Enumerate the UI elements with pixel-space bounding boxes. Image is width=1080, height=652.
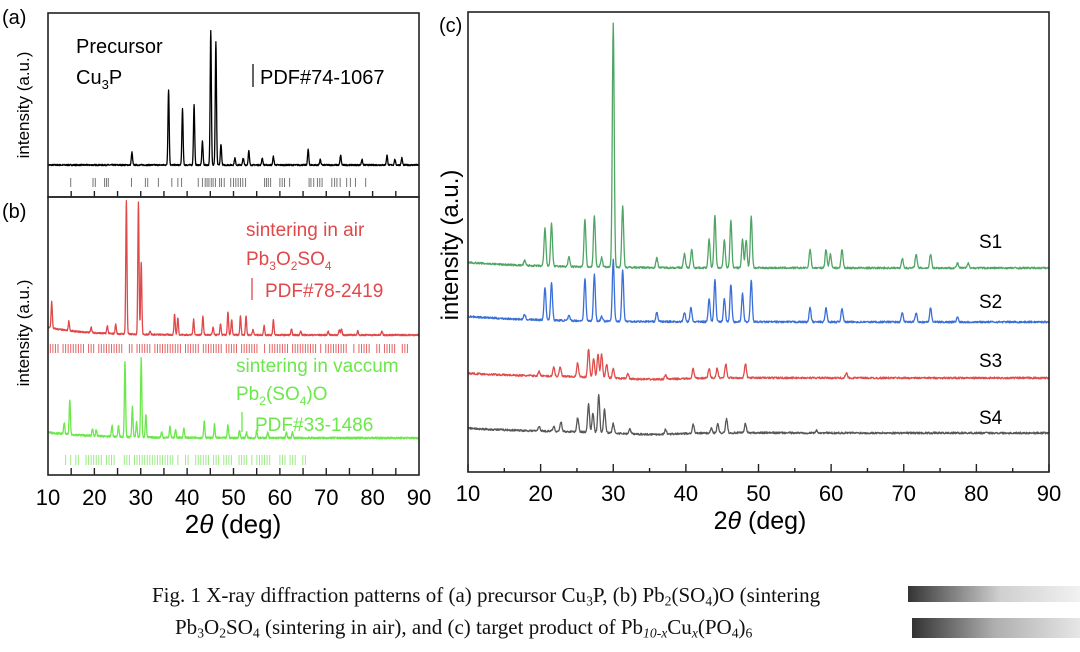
panel-c-x-tick-label: 20 — [528, 481, 552, 506]
panel-c-x-axis-label: 2θ (deg) — [714, 507, 807, 535]
caption-truncation-fade-2 — [912, 618, 1080, 638]
panel-b-x-tick-label: 70 — [314, 485, 338, 510]
panel-c-series-s1 — [467, 22, 1050, 270]
panel-b-plot-area — [48, 199, 419, 475]
panel-c-series-label-s1: S1 — [979, 232, 1002, 253]
panel-c-series-label-s3: S3 — [979, 351, 1002, 372]
panel-a-plot-area — [47, 30, 420, 197]
panel-c-series-s2 — [467, 258, 1050, 324]
panel-b-series-vacuum — [48, 357, 419, 440]
panel-b-vacuum-reference-label: PDF#33-1486 — [255, 415, 373, 436]
panel-c-x-tick-label: 80 — [964, 481, 988, 506]
panel-c-x-tick-label: 70 — [892, 481, 916, 506]
panel-c-series-label-s4: S4 — [979, 408, 1003, 429]
panel-b-frame — [47, 196, 420, 476]
xrd-figure: (a) intensity (a.u.) Precursor Cu3P PDF#… — [2, 7, 1061, 539]
panel-c-label: (c) — [439, 15, 462, 37]
panel-c-series-s4 — [467, 393, 1050, 436]
panel-b-x-tick-labels: 10 20 30 40 50 60 70 80 90 — [36, 485, 431, 510]
panel-c-x-tick-label: 60 — [819, 481, 843, 506]
panel-b-x-tick-label: 60 — [268, 485, 292, 510]
panel-c-series-labels: S1 S2 S3 S4 — [979, 232, 1003, 429]
panel-b-vacuum-formula: Pb2(SO4)O — [236, 384, 328, 408]
panel-c-x-tick-label: 90 — [1037, 481, 1061, 506]
caption-truncation-fade-1 — [908, 586, 1080, 602]
panel-b-y-axis-label: intensity (a.u.) — [14, 280, 33, 387]
panel-c-x-tick-label: 40 — [674, 481, 698, 506]
caption-line-1: Fig. 1 X-ray diffraction patterns of (a)… — [152, 583, 821, 609]
panel-b-x-tick-label: 40 — [175, 485, 199, 510]
panel-b: (b) intensity (a.u.) sintering in air Pb… — [2, 196, 431, 539]
panel-a-title-line2: Cu3P — [76, 67, 122, 92]
panel-b-air-title: sintering in air — [246, 220, 365, 241]
panel-b-x-tick-label: 80 — [360, 485, 384, 510]
panel-c-x-tick-label: 50 — [746, 481, 770, 506]
panel-c-series-label-s2: S2 — [979, 292, 1002, 313]
panel-b-air-formula: Pb3O2SO4 — [246, 249, 332, 273]
panel-c-plot-area — [467, 22, 1050, 472]
panel-a-label: (a) — [2, 7, 26, 29]
panel-b-series-air — [48, 199, 419, 337]
panel-c: (c) intensity (a.u.) S1 S2 S3 S4 10 20 30 40 50… — [437, 11, 1061, 535]
panel-b-label: (b) — [2, 201, 26, 223]
panel-c-series-s3 — [467, 348, 1050, 381]
panel-c-frame — [467, 11, 1050, 473]
panel-c-y-axis-label: intensity (a.u.) — [437, 170, 464, 321]
panel-b-x-tick-label: 20 — [82, 485, 106, 510]
panel-a-title-line1: Precursor — [76, 36, 163, 58]
panel-b-x-tick-label: 50 — [221, 485, 245, 510]
panel-b-vacuum-title: sintering in vaccum — [236, 356, 399, 377]
panel-b-series-group — [48, 199, 419, 440]
panel-b-air-reference-label: PDF#78-2419 — [265, 281, 383, 302]
caption-line-2: Pb3O2SO4 (sintering in air), and (c) tar… — [175, 615, 753, 641]
panel-b-x-tick-label: 90 — [407, 485, 431, 510]
panel-c-x-tick-label: 10 — [456, 481, 480, 506]
panel-b-x-tick-label: 30 — [129, 485, 153, 510]
panel-c-x-tick-label: 30 — [601, 481, 625, 506]
panel-b-x-axis-label: 2θ (deg) — [185, 509, 282, 539]
panel-a: (a) intensity (a.u.) Precursor Cu3P PDF#… — [2, 7, 420, 198]
panel-a-y-axis-label: intensity (a.u.) — [14, 52, 33, 159]
panel-a-series-cu3p — [47, 30, 420, 167]
panel-c-x-tick-labels: 10 20 30 40 50 60 70 80 90 — [456, 481, 1061, 506]
panel-a-reference-label: PDF#74-1067 — [260, 67, 385, 89]
panel-b-x-tick-label: 10 — [36, 485, 60, 510]
